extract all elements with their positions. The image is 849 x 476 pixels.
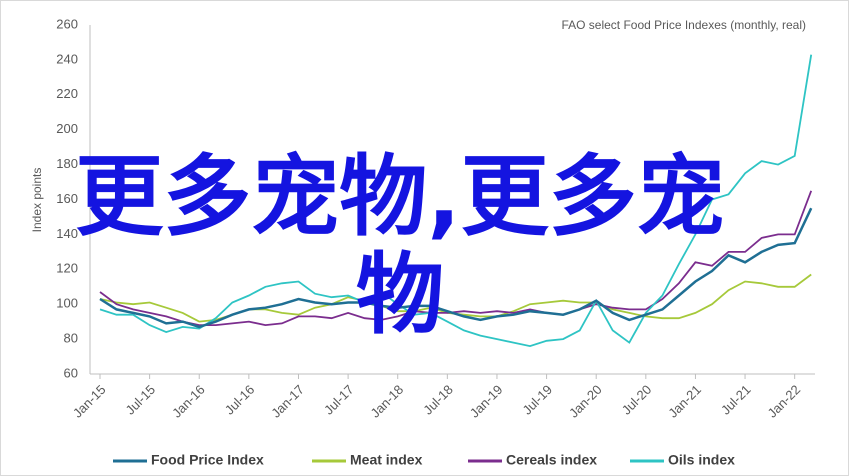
y-tick-label: 180 xyxy=(56,156,78,171)
y-tick-label: 240 xyxy=(56,51,78,66)
y-tick-label: 220 xyxy=(56,86,78,101)
y-tick-label: 80 xyxy=(64,331,78,346)
y-tick-label: 160 xyxy=(56,191,78,206)
legend-label: Meat index xyxy=(350,452,423,468)
y-tick-label: 260 xyxy=(56,16,78,31)
y-tick-label: 120 xyxy=(56,261,78,276)
series-line xyxy=(99,54,813,348)
chart-title: FAO select Food Price Indexes (monthly, … xyxy=(561,18,806,32)
y-tick-label: 100 xyxy=(56,296,78,311)
legend-label: Food Price Index xyxy=(151,452,264,468)
legend-label: Oils index xyxy=(668,452,735,468)
y-tick-label: 140 xyxy=(56,226,78,241)
series-line xyxy=(99,207,813,329)
y-tick-label: 60 xyxy=(64,365,78,380)
overlay-text: 更多宠物,更多宠物 xyxy=(75,145,725,346)
legend-label: Cereals index xyxy=(506,452,597,468)
y-tick-label: 200 xyxy=(56,121,78,136)
series-line xyxy=(99,190,813,327)
y-axis-label: Index points xyxy=(30,168,44,233)
